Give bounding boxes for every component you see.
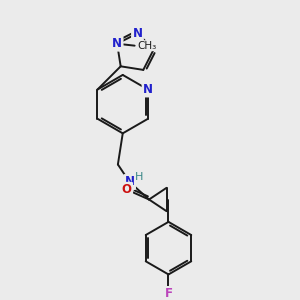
Text: H: H: [135, 172, 143, 182]
Text: N: N: [143, 83, 153, 96]
Text: N: N: [112, 37, 122, 50]
Text: N: N: [133, 27, 142, 40]
Text: N: N: [124, 176, 135, 188]
Text: O: O: [122, 183, 132, 196]
Text: F: F: [164, 287, 172, 300]
Text: CH₃: CH₃: [137, 41, 157, 51]
